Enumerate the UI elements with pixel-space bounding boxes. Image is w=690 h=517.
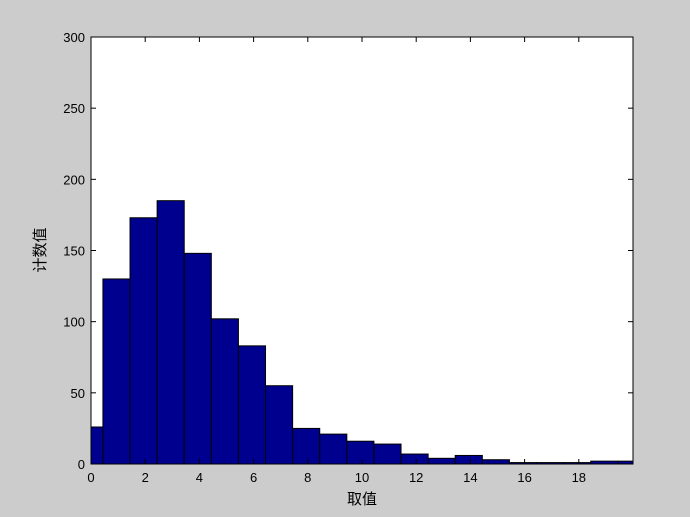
x-tick-label: 6 <box>250 470 257 485</box>
x-tick-label: 12 <box>409 470 423 485</box>
histogram-bar <box>400 453 429 465</box>
x-tick-label: 16 <box>517 470 531 485</box>
bars <box>90 200 634 465</box>
x-tick-label: 4 <box>196 470 203 485</box>
y-tick-label: 250 <box>63 101 85 116</box>
histogram-bar <box>156 200 185 465</box>
histogram-bar <box>265 385 294 465</box>
y-tick-label: 200 <box>63 172 85 187</box>
histogram-bar <box>319 433 348 465</box>
histogram-bar <box>292 427 321 465</box>
x-tick-label: 0 <box>87 470 94 485</box>
y-tick-label: 300 <box>63 30 85 45</box>
x-tick-label: 2 <box>142 470 149 485</box>
histogram-bar <box>102 278 131 465</box>
axes-box <box>90 36 634 465</box>
x-tick-label: 14 <box>463 470 477 485</box>
ticks <box>90 36 633 465</box>
x-tick-label: 8 <box>304 470 311 485</box>
histogram-bar <box>481 459 510 465</box>
y-tick-label: 50 <box>71 386 85 401</box>
y-tick-label: 100 <box>63 315 85 330</box>
x-tick-label: 18 <box>572 470 586 485</box>
x-axis-label: 取值 <box>347 490 377 508</box>
histogram-bar <box>210 318 239 465</box>
histogram-bar <box>183 252 212 465</box>
x-tick-label: 10 <box>355 470 369 485</box>
histogram-bar <box>129 217 158 465</box>
tick-labels: 0 2 4 6 8 10 12 14 16 18 0 50 100 150 200 250 300 <box>63 30 586 485</box>
histogram-bar <box>237 345 267 465</box>
histogram-bar <box>454 454 483 465</box>
y-axis-label: 计数值 <box>31 227 49 272</box>
histogram-bar <box>427 457 456 465</box>
histogram-bar <box>90 426 104 465</box>
y-tick-label: 0 <box>78 457 85 472</box>
histogram-bar <box>373 443 402 465</box>
y-tick-label: 150 <box>63 244 85 259</box>
histogram-bar <box>346 440 375 465</box>
